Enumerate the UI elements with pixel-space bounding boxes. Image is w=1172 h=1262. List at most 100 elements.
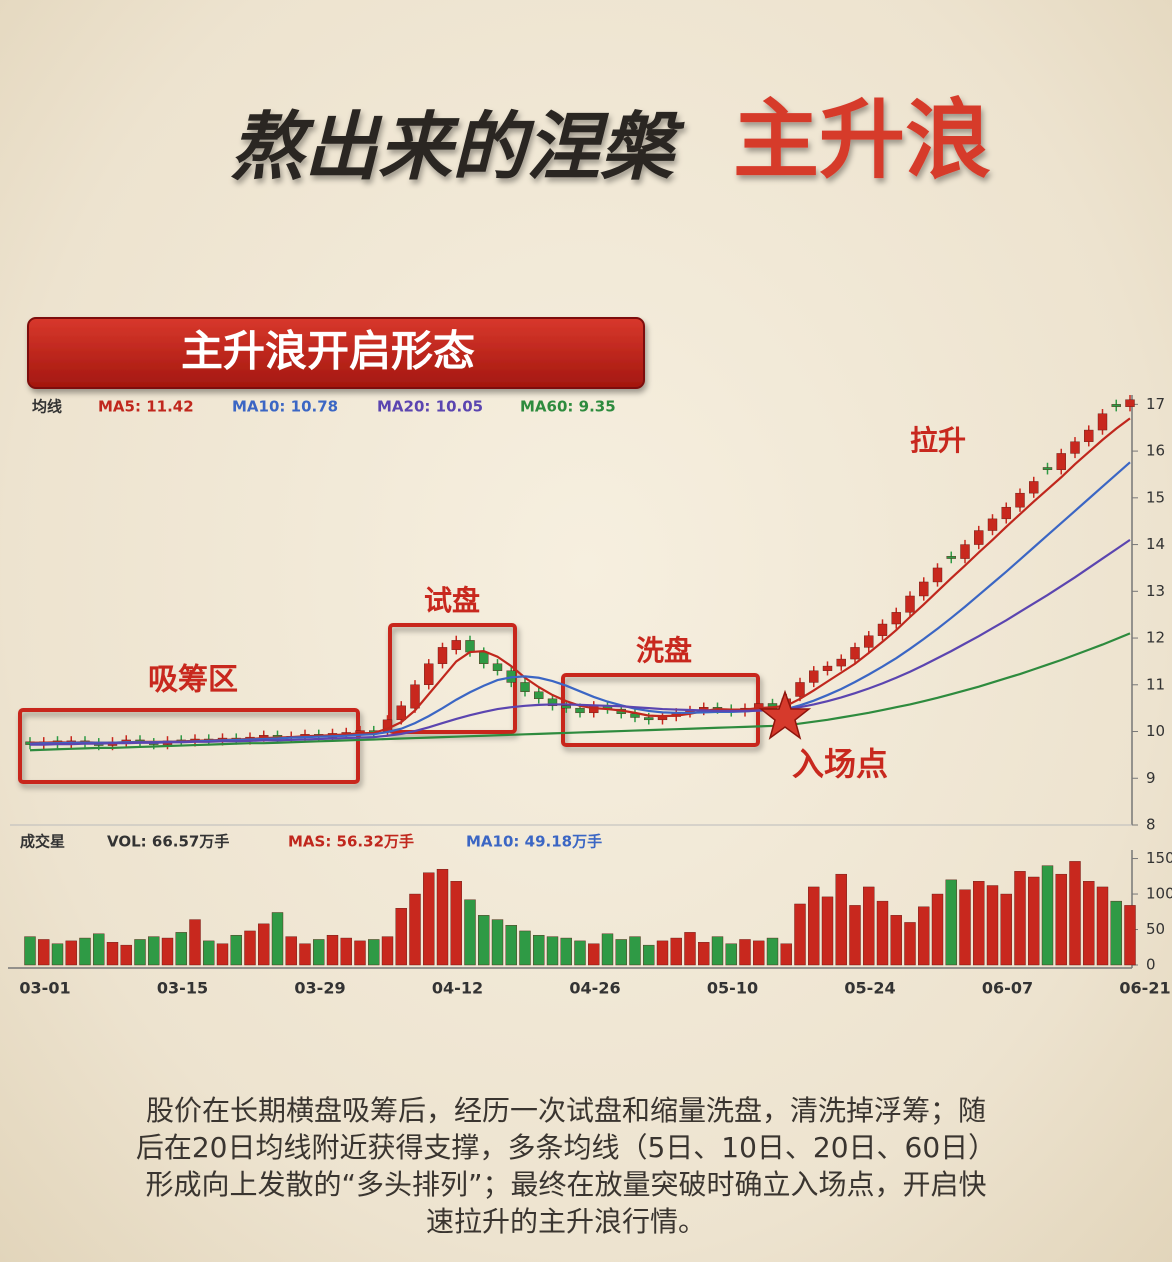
x-tick-label: 03-01	[19, 979, 70, 998]
volume-bar	[299, 943, 311, 966]
ma-line	[30, 538, 1131, 746]
legend-entry: MA10: 10.78	[232, 398, 338, 416]
candle-body	[561, 705, 571, 709]
volume-bar	[436, 868, 449, 966]
candle-body	[259, 735, 269, 738]
volume-bar	[876, 900, 889, 966]
volume-bar	[588, 943, 600, 966]
ma-line	[29, 632, 1131, 752]
y-tick-label: 12	[1146, 629, 1165, 647]
zone-box	[18, 708, 360, 784]
legend-entry: MA10: 49.18万手	[466, 833, 602, 851]
volume-bar	[409, 893, 421, 966]
candle-body	[1015, 492, 1025, 508]
candle-body	[424, 663, 434, 685]
volume-bar	[615, 939, 627, 966]
legend-title: 均线	[32, 398, 62, 416]
volume-bar	[1083, 881, 1095, 966]
candle-body	[547, 698, 558, 707]
x-tick-label: 05-24	[844, 979, 895, 998]
volume-bar	[216, 943, 229, 966]
volume-bar	[1055, 873, 1067, 966]
volume-bar	[904, 922, 916, 966]
volume-bar	[1041, 865, 1054, 966]
volume-bar	[794, 903, 806, 966]
candle-body	[905, 595, 915, 613]
candle-body	[1001, 506, 1011, 520]
volume-bar	[450, 881, 462, 966]
y-tick-label: 50	[1146, 920, 1165, 938]
candle-body	[1070, 441, 1080, 454]
y-tick-label: 11	[1146, 675, 1165, 693]
candle-body	[987, 518, 998, 531]
x-tick-label: 03-15	[157, 979, 208, 998]
x-tick-label: 06-21	[1119, 979, 1170, 998]
annotation: 试盘	[424, 584, 480, 617]
candle-body	[946, 556, 956, 559]
legend-entry: MA20: 10.05	[377, 398, 483, 416]
candle-body	[492, 663, 503, 671]
volume-bar	[381, 936, 394, 966]
y-tick-label: 14	[1146, 535, 1165, 553]
candle-body	[1084, 429, 1094, 442]
volume-bar	[505, 925, 517, 966]
volume-bar	[656, 940, 669, 966]
annotation: 拉升	[910, 424, 966, 457]
volume-bar	[313, 939, 325, 966]
volume-bar	[395, 908, 407, 966]
volume-bar	[629, 936, 641, 966]
volume-bar	[780, 943, 792, 966]
title-highlight: 主升浪	[733, 90, 991, 190]
y-tick-label: 9	[1146, 769, 1156, 787]
y-tick-label: 150	[1146, 849, 1172, 867]
legend-entry: MAS: 56.32万手	[288, 833, 414, 851]
volume-bar	[285, 936, 297, 966]
volume-bar	[1000, 893, 1012, 966]
x-tick-label: 04-26	[569, 979, 620, 998]
y-tick-label: 13	[1146, 582, 1165, 600]
candle-body	[396, 705, 406, 721]
candle-body	[410, 684, 420, 709]
legend-entry: MA60: 9.35	[520, 398, 616, 416]
annotation: 入场点	[792, 745, 888, 783]
candle-body	[795, 682, 805, 697]
candle-body	[534, 691, 544, 700]
volume-bar	[973, 881, 985, 966]
volume-bar	[368, 939, 380, 966]
volume-bar	[93, 933, 105, 966]
banner	[27, 317, 645, 389]
volume-bar	[711, 936, 724, 966]
volume-bar	[175, 932, 187, 966]
volume-bar	[1069, 861, 1081, 966]
candle-body	[960, 544, 970, 559]
candle-body	[1111, 404, 1121, 407]
volume-bar	[244, 930, 256, 966]
volume-bar	[546, 936, 559, 966]
candle-body	[864, 635, 874, 648]
legend-entry: VOL: 66.57万手	[107, 833, 229, 851]
candle-body	[891, 612, 901, 625]
candle-body	[1125, 399, 1135, 407]
legend-entry: MA5: 11.42	[98, 398, 194, 416]
volume-bar	[945, 879, 957, 966]
description-line: 股价在长期横盘吸筹后，经历一次试盘和缩量洗盘，清洗掉浮筹；随	[146, 1094, 986, 1127]
volume-bar	[849, 905, 861, 966]
candle-body	[1097, 413, 1108, 431]
volume-bar	[560, 937, 572, 966]
volume-bar	[643, 944, 655, 966]
candle-body	[836, 658, 846, 667]
volume-bar	[574, 940, 586, 966]
candle-body	[465, 640, 475, 653]
y-tick-label: 8	[1146, 816, 1156, 834]
x-tick-label: 06-07	[982, 979, 1033, 998]
volume-bar	[148, 936, 160, 966]
volume-bar	[670, 937, 682, 966]
volume-bar	[533, 934, 545, 966]
volume-bar	[766, 937, 779, 966]
volume-bar	[189, 919, 201, 966]
volume-bar	[478, 915, 490, 966]
volume-bar	[519, 930, 531, 966]
x-tick-label: 05-10	[707, 979, 758, 998]
title: 熬出来的涅槃	[230, 105, 685, 191]
volume-bar	[134, 939, 146, 966]
